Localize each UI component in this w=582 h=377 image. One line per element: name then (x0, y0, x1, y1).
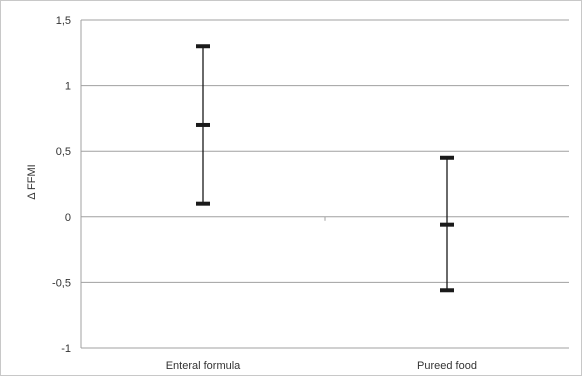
y-tick-labels: -1 -0,5 0 0,5 1 1,5 (52, 15, 71, 355)
y-tick-label: -0,5 (52, 277, 71, 289)
y-tick-label: 0 (65, 212, 71, 224)
x-tick-labels: Enteral formula Pureed food (166, 360, 477, 372)
y-tick-label: 0,5 (56, 146, 71, 158)
x-tick-label: Pureed food (417, 360, 477, 372)
error-bars (196, 44, 454, 293)
y-tick-label: -1 (61, 343, 71, 355)
axes (80, 20, 326, 348)
x-tick-label: Enteral formula (166, 360, 241, 372)
y-tick-label: 1 (65, 81, 71, 93)
gridlines (81, 19, 569, 349)
y-tick-label: 1,5 (56, 15, 71, 27)
y-axis-title: Δ FFMI (26, 164, 38, 199)
